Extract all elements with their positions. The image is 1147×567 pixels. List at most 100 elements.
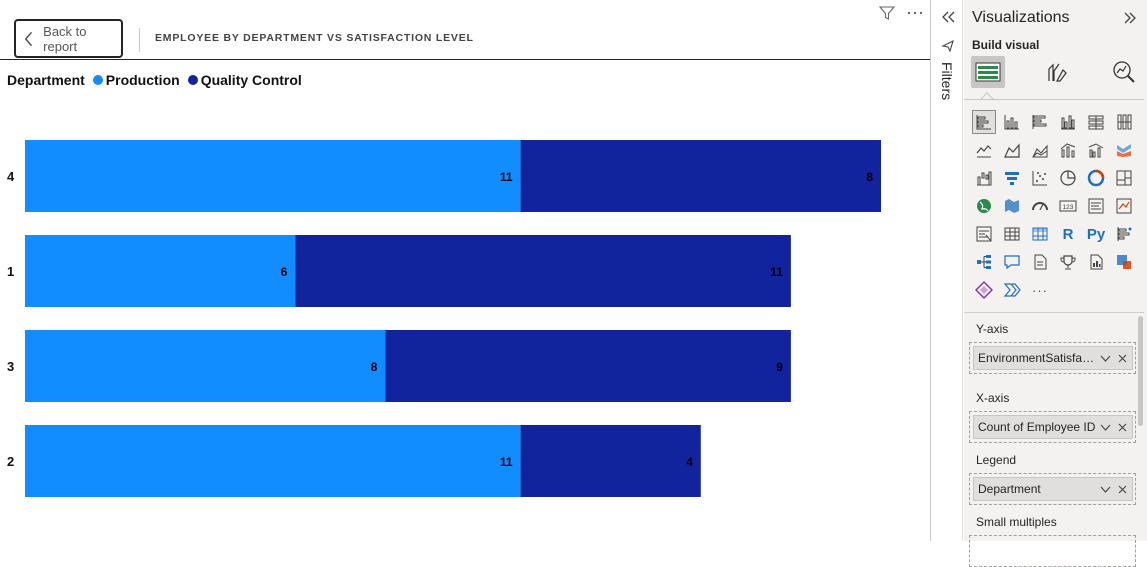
legend-dot-quality-control bbox=[187, 75, 198, 85]
card-icon[interactable]: 123 bbox=[1056, 194, 1080, 218]
slicer-icon[interactable] bbox=[972, 222, 996, 246]
more-visuals-text: ··· bbox=[1032, 282, 1048, 298]
y-axis-tick-label: 3 bbox=[7, 359, 14, 374]
matrix-icon[interactable] bbox=[1028, 222, 1052, 246]
build-visual-tab[interactable] bbox=[971, 56, 1005, 88]
bar-segment-production[interactable] bbox=[25, 425, 521, 497]
funnel-chart-icon[interactable] bbox=[1000, 166, 1024, 190]
power-apps-icon[interactable] bbox=[1112, 250, 1136, 274]
tab-underline bbox=[964, 99, 1144, 100]
filters-label[interactable]: Filters bbox=[939, 62, 955, 101]
ribbon-chart-icon[interactable] bbox=[1112, 138, 1136, 162]
data-label: 11 bbox=[770, 265, 783, 279]
bar-segment-quality-control[interactable] bbox=[520, 425, 701, 497]
back-to-report-button[interactable]: Back to report bbox=[14, 19, 123, 58]
expand-pane-icon[interactable] bbox=[1123, 12, 1137, 24]
build-tabs bbox=[971, 56, 1141, 88]
area-chart-icon[interactable] bbox=[1000, 138, 1024, 162]
bar-segment-production[interactable] bbox=[25, 235, 296, 307]
x-axis-field-pill[interactable]: Count of Employee ID bbox=[973, 415, 1133, 439]
x-axis-well[interactable]: Count of Employee ID bbox=[969, 411, 1136, 443]
pie-chart-icon[interactable] bbox=[1056, 166, 1080, 190]
pane-scrollbar[interactable] bbox=[1138, 316, 1143, 426]
chevron-down-icon[interactable] bbox=[1098, 482, 1112, 496]
waterfall-chart-icon[interactable] bbox=[972, 166, 996, 190]
100-stacked-column-chart-icon[interactable] bbox=[1112, 110, 1136, 134]
grid-separator bbox=[964, 312, 1144, 313]
filters-pane-collapsed[interactable]: Filters bbox=[930, 0, 963, 541]
legend-field-pill[interactable]: Department bbox=[973, 477, 1133, 501]
x-axis-well-label: X-axis bbox=[976, 391, 1010, 405]
card-icon-text: 123 bbox=[1063, 204, 1074, 211]
data-label: 8 bbox=[371, 360, 378, 374]
power-automate-icon[interactable] bbox=[972, 278, 996, 302]
more-visuals-icon[interactable]: ··· bbox=[1028, 278, 1052, 302]
chevron-left-icon bbox=[24, 31, 33, 46]
remove-field-icon[interactable] bbox=[1115, 420, 1129, 434]
line-stacked-column-icon[interactable] bbox=[1056, 138, 1080, 162]
report-canvas: Back to report EMPLOYEE BY DEPARTMENT VS… bbox=[0, 4, 930, 497]
kpi-icon[interactable] bbox=[1112, 194, 1136, 218]
stacked-column-chart-icon[interactable] bbox=[1000, 110, 1024, 134]
legend-item-quality-control[interactable]: Quality Control bbox=[200, 72, 302, 88]
data-label: 4 bbox=[686, 455, 693, 469]
clustered-bar-chart-icon[interactable] bbox=[1028, 110, 1052, 134]
visual-type-grid: 123 R Py ··· bbox=[972, 110, 1140, 302]
remove-field-icon[interactable] bbox=[1115, 482, 1129, 496]
key-influencers-icon[interactable] bbox=[1112, 222, 1136, 246]
clustered-column-chart-icon[interactable] bbox=[1056, 110, 1080, 134]
small-multiples-well[interactable] bbox=[969, 535, 1136, 567]
table-icon[interactable] bbox=[1000, 222, 1024, 246]
bar-segment-production[interactable] bbox=[25, 330, 386, 402]
x-axis-field: Count of Employee ID bbox=[978, 420, 1096, 434]
legend-well[interactable]: Department bbox=[969, 473, 1136, 505]
donut-chart-icon[interactable] bbox=[1084, 166, 1108, 190]
treemap-icon[interactable] bbox=[1112, 166, 1136, 190]
bar-segment-quality-control[interactable] bbox=[520, 140, 881, 212]
y-axis-tick-label: 1 bbox=[7, 264, 14, 279]
y-axis-field-pill[interactable]: EnvironmentSatisfacti... bbox=[973, 346, 1133, 370]
collapse-pane-icon[interactable] bbox=[940, 10, 956, 24]
power-automate-flow-icon[interactable] bbox=[1000, 278, 1024, 302]
filled-map-icon[interactable] bbox=[1000, 194, 1024, 218]
trophy-icon[interactable] bbox=[1056, 250, 1080, 274]
paginated-report-icon[interactable] bbox=[1084, 250, 1108, 274]
r-visual-text: R bbox=[1062, 225, 1074, 243]
bar-segment-quality-control[interactable] bbox=[385, 330, 791, 402]
more-options-icon[interactable] bbox=[906, 4, 924, 22]
analytics-tab[interactable] bbox=[1107, 56, 1141, 88]
chevron-down-icon[interactable] bbox=[1098, 351, 1112, 365]
bar-segment-production[interactable] bbox=[25, 140, 521, 212]
back-to-report-label: Back to report bbox=[43, 23, 87, 54]
format-visual-tab[interactable] bbox=[1039, 56, 1073, 88]
r-visual-icon[interactable]: R bbox=[1056, 222, 1080, 246]
bar-segment-quality-control[interactable] bbox=[295, 235, 791, 307]
stacked-bar-chart: 4 11 8 1 6 11 3 8 9 2 11 4 bbox=[7, 140, 881, 497]
stacked-bar-chart-icon[interactable] bbox=[972, 110, 996, 134]
smart-narrative-icon[interactable] bbox=[1028, 250, 1052, 274]
data-label: 11 bbox=[500, 455, 513, 469]
scatter-chart-icon[interactable] bbox=[1028, 166, 1052, 190]
gauge-icon[interactable] bbox=[1028, 194, 1052, 218]
filter-send-icon bbox=[941, 39, 954, 53]
y-axis-well[interactable]: EnvironmentSatisfacti... bbox=[969, 342, 1136, 374]
multi-row-card-icon[interactable] bbox=[1084, 194, 1108, 218]
legend-item-production[interactable]: Production bbox=[105, 72, 180, 88]
build-visual-tab-icon bbox=[975, 62, 1001, 82]
map-icon[interactable] bbox=[972, 194, 996, 218]
small-multiples-well-label: Small multiples bbox=[976, 515, 1057, 529]
line-clustered-column-icon[interactable] bbox=[1084, 138, 1108, 162]
legend-dot-production bbox=[92, 75, 103, 85]
header-divider bbox=[139, 28, 140, 52]
100-stacked-bar-chart-icon[interactable] bbox=[1084, 110, 1108, 134]
stacked-area-chart-icon[interactable] bbox=[1028, 138, 1052, 162]
decomposition-tree-icon[interactable] bbox=[972, 250, 996, 274]
line-chart-icon[interactable] bbox=[972, 138, 996, 162]
chevron-down-icon[interactable] bbox=[1098, 420, 1112, 434]
python-visual-icon[interactable]: Py bbox=[1084, 222, 1108, 246]
filter-icon[interactable] bbox=[878, 4, 896, 22]
qa-icon[interactable] bbox=[1000, 250, 1024, 274]
visual-header-icons bbox=[878, 4, 924, 22]
tab-pointer bbox=[980, 92, 994, 100]
remove-field-icon[interactable] bbox=[1115, 351, 1129, 365]
